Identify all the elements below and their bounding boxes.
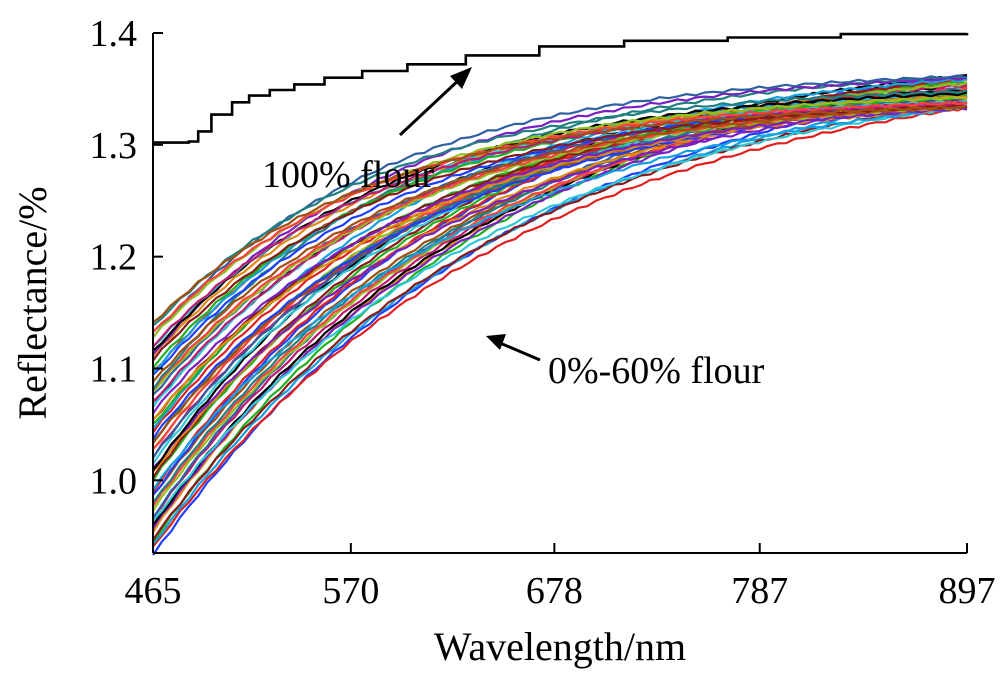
annotation-0-60-flour: 0%-60% flour (548, 350, 765, 392)
sample-curve (153, 106, 967, 323)
sample-curve (153, 88, 967, 449)
arrow-100-flour (400, 77, 462, 135)
arrow-0-60-flour (500, 343, 540, 360)
x-tick-label: 465 (125, 570, 182, 612)
x-tick-label: 787 (731, 570, 788, 612)
annotation-100-flour: 100% flour (262, 154, 434, 196)
reflectance-chart: 465 570 678 787 897 1.0 1.1 1.2 1.3 1.4 100% flou… (0, 0, 1000, 676)
y-tick-label: 1.3 (90, 125, 138, 167)
series-layer (153, 33, 967, 555)
x-tick-label: 678 (526, 570, 583, 612)
y-tick-label: 1.0 (90, 460, 138, 502)
y-tick-label: 1.2 (90, 237, 138, 279)
x-tick-label: 570 (322, 570, 379, 612)
sample-curve (153, 101, 967, 375)
y-axis-title: Reflectance/% (10, 186, 55, 419)
x-tick-label: 897 (939, 570, 996, 612)
chart-container: 465 570 678 787 897 1.0 1.1 1.2 1.3 1.4 100% flou… (0, 0, 1000, 676)
y-tick-label: 1.1 (90, 348, 138, 390)
y-tick-label: 1.4 (90, 13, 138, 55)
arrow-head-0-60-flour (486, 334, 506, 350)
x-axis-title: Wavelength/nm (434, 624, 686, 669)
